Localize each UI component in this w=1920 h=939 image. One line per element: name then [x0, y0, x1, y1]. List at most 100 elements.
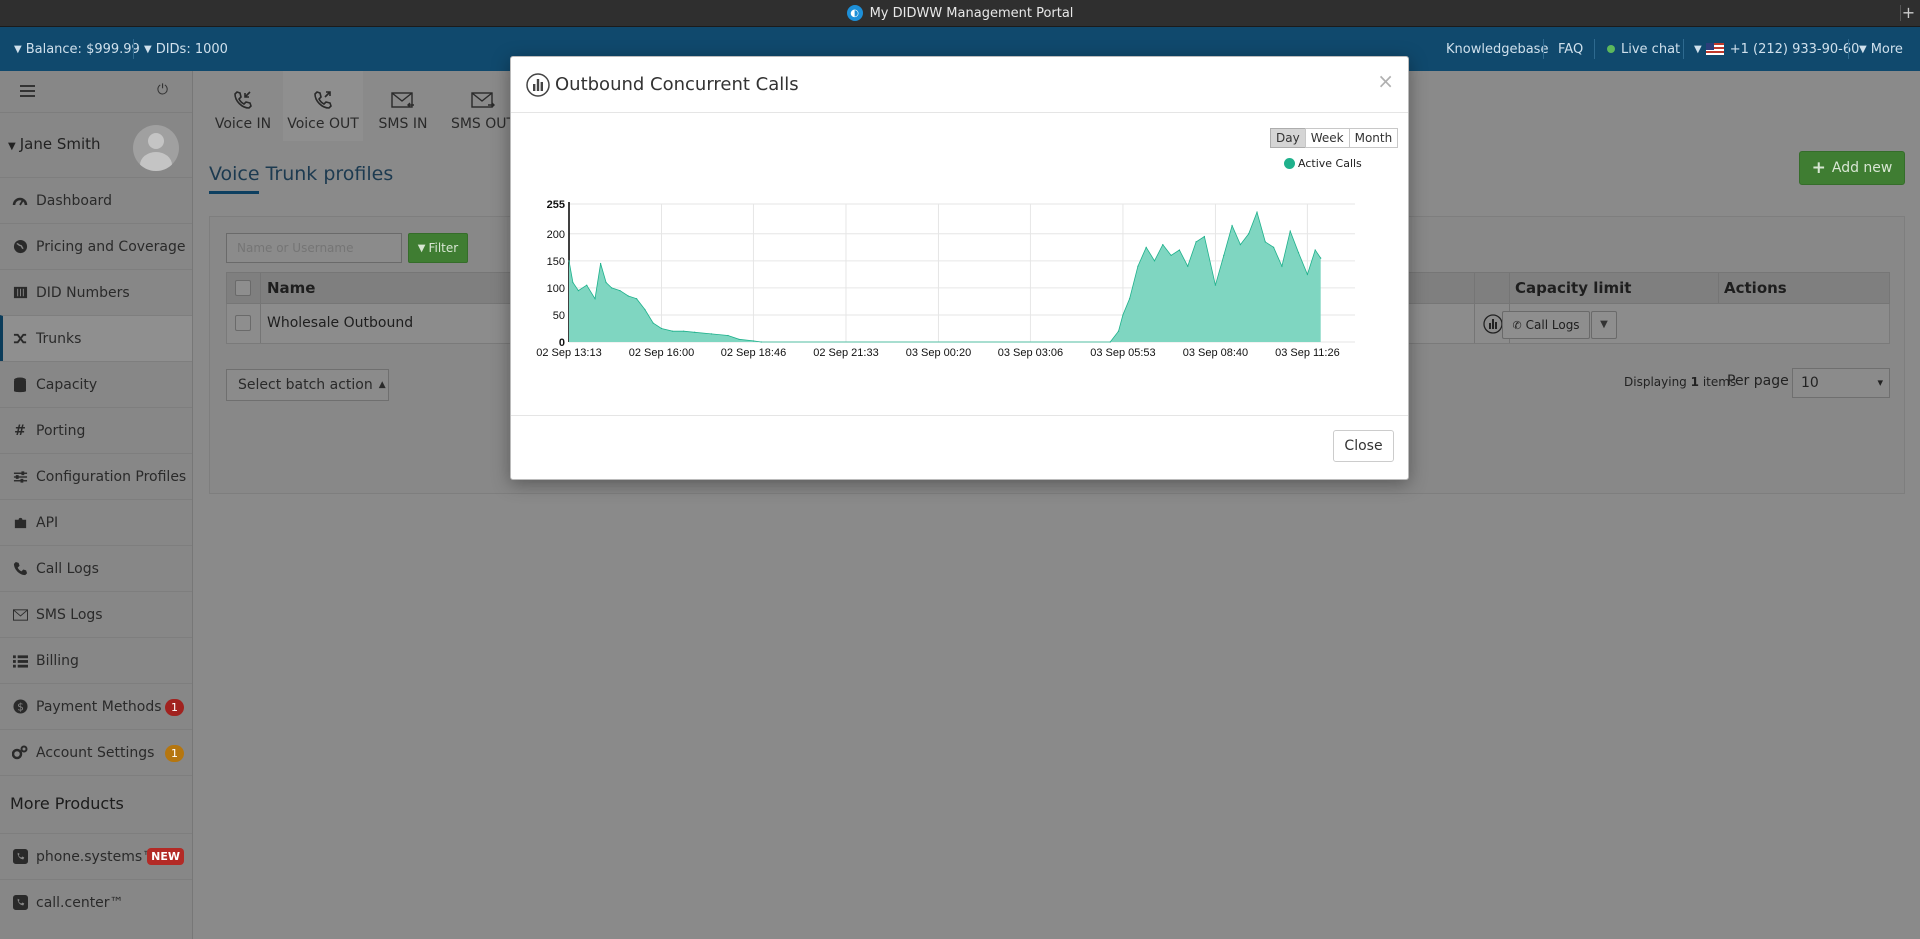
puzzle-icon — [12, 515, 28, 531]
sidebar-item-call-center[interactable]: call.center™ — [0, 879, 192, 925]
sidebar-item-api[interactable]: API — [0, 499, 192, 545]
y-axis-ticks: 0 50 100 150 200 255 — [547, 199, 565, 349]
data-point — [611, 287, 613, 289]
shuffle-icon — [12, 331, 28, 347]
balance-dropdown[interactable]: ▼ Balance: $999.99 — [14, 27, 140, 71]
balance-label: Balance: $999.99 — [25, 41, 140, 57]
phone-label: +1 (212) 933-90-60 — [1729, 41, 1860, 57]
sidebar-item-phone-systems[interactable]: phone.systems™ NEW — [0, 833, 192, 879]
phone-dropdown[interactable]: ▼ +1 (212) 933-90-60 — [1694, 27, 1859, 71]
data-point — [1203, 235, 1205, 238]
concurrent-calls-modal: Outbound Concurrent Calls × Day Week Mon… — [510, 56, 1409, 480]
x-tick-label: 03 Sep 05:53 — [1090, 347, 1155, 359]
sidebar-item-label: Billing — [36, 652, 79, 669]
user-menu[interactable]: ▼ Jane Smith — [0, 113, 192, 177]
sidebar-item-label: Payment Methods — [36, 698, 162, 715]
sidebar-item-dashboard[interactable]: Dashboard — [0, 177, 192, 223]
chevron-down-icon: ▼ — [144, 43, 152, 55]
row-checkbox[interactable] — [235, 315, 251, 331]
chart-area — [568, 210, 1322, 343]
actions-caret-dropdown[interactable]: ▼ — [1591, 311, 1617, 339]
range-month-button[interactable]: Month — [1348, 128, 1399, 148]
column-header-name[interactable]: Name — [267, 279, 316, 297]
phone-log-icon — [12, 561, 28, 577]
call-logs-button[interactable]: ✆ Call Logs — [1502, 311, 1590, 339]
knowledgebase-link[interactable]: Knowledgebase — [1446, 41, 1549, 57]
sidebar-item-sms-logs[interactable]: SMS Logs — [0, 591, 192, 637]
dollar-icon: $ — [12, 699, 28, 715]
data-point — [1264, 241, 1266, 243]
tab-sms-out[interactable]: SMS OUT — [443, 71, 523, 141]
dids-dropdown[interactable]: ▼ DIDs: 1000 — [144, 27, 228, 71]
sidebar-item-porting[interactable]: # Porting — [0, 407, 192, 453]
data-point — [1306, 273, 1308, 275]
search-input[interactable] — [226, 233, 402, 263]
data-point — [694, 331, 696, 333]
more-dropdown[interactable]: ▼ More — [1859, 27, 1903, 71]
y-tick-label: 255 — [547, 199, 565, 211]
data-point — [652, 322, 654, 324]
sidebar-item-billing[interactable]: Billing — [0, 637, 192, 683]
data-point — [660, 327, 663, 330]
tab-voice-in[interactable]: Voice IN — [203, 71, 283, 141]
sidebar-item-capacity[interactable]: Capacity — [0, 361, 192, 407]
chart-icon — [526, 73, 550, 97]
sidebar-item-call-logs[interactable]: Call Logs — [0, 545, 192, 591]
close-button[interactable]: Close — [1333, 430, 1394, 462]
sidebar-item-label: Capacity — [36, 376, 98, 393]
phone-in-icon — [233, 90, 253, 110]
globe-icon — [12, 239, 28, 255]
list-icon — [12, 653, 28, 669]
y-tick-label: 200 — [547, 229, 565, 241]
sidebar-item-trunks[interactable]: Trunks — [0, 315, 192, 361]
add-new-button[interactable]: + Add new — [1799, 151, 1905, 185]
live-chat-link[interactable]: Live chat — [1607, 27, 1680, 71]
data-point — [760, 341, 762, 343]
legend-label: Active Calls — [1298, 157, 1362, 170]
y-tick-label: 50 — [553, 310, 565, 322]
trunk-name[interactable]: Wholesale Outbound — [267, 315, 414, 331]
select-all-checkbox[interactable] — [235, 280, 251, 296]
data-point — [627, 295, 629, 297]
x-tick-label: 03 Sep 08:40 — [1183, 347, 1248, 359]
power-icon[interactable]: ⏻ — [157, 82, 169, 98]
filter-button[interactable]: ▼ Filter — [408, 233, 468, 263]
per-page-select[interactable]: 10 — [1792, 368, 1890, 398]
sidebar-item-label: Pricing and Coverage — [36, 238, 186, 255]
sidebar-item-label: Porting — [36, 422, 86, 439]
data-point — [752, 340, 755, 342]
sidebar-item-configuration-profiles[interactable]: Configuration Profiles — [0, 453, 192, 499]
call-logs-label: Call Logs — [1525, 318, 1580, 332]
menu-toggle-icon[interactable] — [20, 85, 35, 97]
batch-action-dropdown[interactable]: Select batch action ▲ — [226, 369, 389, 401]
range-week-button[interactable]: Week — [1304, 128, 1350, 148]
chevron-down-icon: ▼ — [1694, 43, 1702, 55]
data-point — [1248, 233, 1250, 235]
notification-badge: 1 — [165, 699, 184, 716]
chart-icon[interactable] — [1483, 314, 1503, 334]
faq-link[interactable]: FAQ — [1558, 41, 1584, 57]
sidebar-item-payment-methods[interactable]: $ Payment Methods 1 — [0, 683, 192, 729]
y-tick-label: 0 — [559, 337, 565, 349]
new-tab-icon[interactable]: + — [1900, 3, 1916, 22]
range-day-button[interactable]: Day — [1270, 128, 1306, 148]
sidebar-item-label: Account Settings — [36, 744, 155, 761]
svg-text:$: $ — [17, 701, 24, 713]
data-point — [605, 281, 607, 284]
data-point — [1314, 249, 1316, 251]
tab-label: SMS IN — [378, 116, 428, 132]
close-icon[interactable]: × — [1377, 69, 1394, 93]
sidebar-item-label: Dashboard — [36, 192, 112, 209]
tab-voice-out[interactable]: Voice OUT — [283, 71, 363, 141]
sidebar-item-pricing[interactable]: Pricing and Coverage — [0, 223, 192, 269]
tab-sms-in[interactable]: SMS IN — [363, 71, 443, 141]
us-flag-icon — [1705, 43, 1724, 55]
sidebar-item-did-numbers[interactable]: DID Numbers — [0, 269, 192, 315]
gears-icon — [12, 745, 28, 761]
sidebar-item-label: call.center™ — [36, 894, 124, 911]
app-logo-icon: ◐ — [846, 5, 863, 21]
phone-icon: ✆ — [1512, 318, 1522, 332]
sidebar-item-account-settings[interactable]: Account Settings 1 — [0, 729, 192, 775]
column-header-capacity-limit[interactable]: Capacity limit — [1515, 279, 1632, 297]
data-point — [594, 298, 596, 300]
